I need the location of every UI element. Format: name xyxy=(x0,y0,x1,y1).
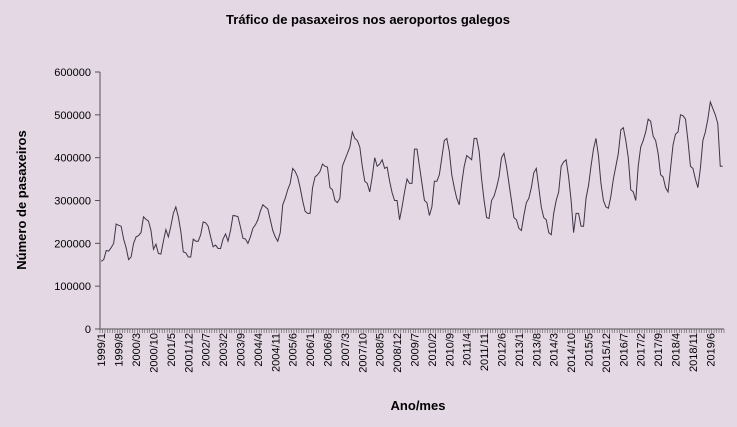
y-tick-label: 500000 xyxy=(54,110,91,122)
x-tick-label: 2001/5 xyxy=(166,333,178,367)
y-axis-title: Número de pasaxeiros xyxy=(14,130,29,269)
x-tick-label: 2011/11 xyxy=(479,333,491,371)
y-axis-ticks: 0 100000 200000 300000 400000 500000 600000 xyxy=(54,67,100,336)
y-tick-label: 200000 xyxy=(54,238,91,250)
x-tick-label: 2014/10 xyxy=(566,333,578,373)
x-tick-label: 2010/2 xyxy=(427,333,439,367)
x-tick-label: 2013/8 xyxy=(531,333,543,367)
x-tick-label: 1999/8 xyxy=(114,333,126,367)
x-tick-label: 2000/10 xyxy=(148,333,160,373)
x-tick-label: 2007/3 xyxy=(340,333,352,367)
x-tick-label: 2016/7 xyxy=(618,333,630,367)
x-tick-label: 2000/3 xyxy=(131,333,143,367)
x-tick-label: 2019/6 xyxy=(705,333,717,367)
x-tick-label: 2010/9 xyxy=(444,333,456,367)
x-tick-label: 2017/2 xyxy=(636,333,648,367)
x-tick-label: 2001/12 xyxy=(183,333,195,373)
x-tick-label: 2015/5 xyxy=(584,333,596,367)
x-tick-label: 2012/6 xyxy=(496,333,508,367)
y-tick-label: 600000 xyxy=(54,67,91,79)
x-tick-label: 2018/11 xyxy=(688,333,700,372)
x-tick-label: 2003/2 xyxy=(218,333,230,367)
x-axis-ticks: 1999/1 1999/8 2000/3 2000/10 2001/5 2001/12 20… xyxy=(96,329,725,373)
y-tick-label: 0 xyxy=(85,324,91,336)
x-tick-label: 1999/1 xyxy=(96,333,108,367)
x-tick-label: 2006/8 xyxy=(322,333,334,367)
y-tick-label: 400000 xyxy=(54,153,91,165)
x-tick-label: 2009/7 xyxy=(409,333,421,367)
x-tick-label: 2007/10 xyxy=(357,333,369,373)
x-tick-label: 2015/12 xyxy=(601,333,613,373)
x-tick-label: 2004/4 xyxy=(253,333,265,367)
y-tick-label: 100000 xyxy=(54,281,91,293)
x-tick-label: 2003/9 xyxy=(235,333,247,367)
x-tick-label: 2008/12 xyxy=(392,333,404,373)
x-tick-label: 2002/7 xyxy=(201,333,213,367)
x-axis-title: Ano/mes xyxy=(391,398,446,413)
x-tick-label: 2004/11 xyxy=(270,333,282,372)
series-line xyxy=(100,100,723,262)
x-tick-label: 2014/3 xyxy=(549,333,561,367)
x-tick-label: 2006/1 xyxy=(305,333,317,367)
x-tick-label: 2008/5 xyxy=(375,333,387,367)
x-tick-label: 2013/1 xyxy=(514,333,526,367)
x-tick-label: 2011/4 xyxy=(462,333,474,366)
x-tick-label: 2018/4 xyxy=(671,333,683,367)
y-tick-label: 300000 xyxy=(54,196,91,208)
x-tick-label: 2017/9 xyxy=(653,333,665,367)
x-tick-label: 2005/6 xyxy=(288,333,300,367)
chart-title: Tráfico de pasaxeiros nos aeroportos gal… xyxy=(226,12,510,27)
